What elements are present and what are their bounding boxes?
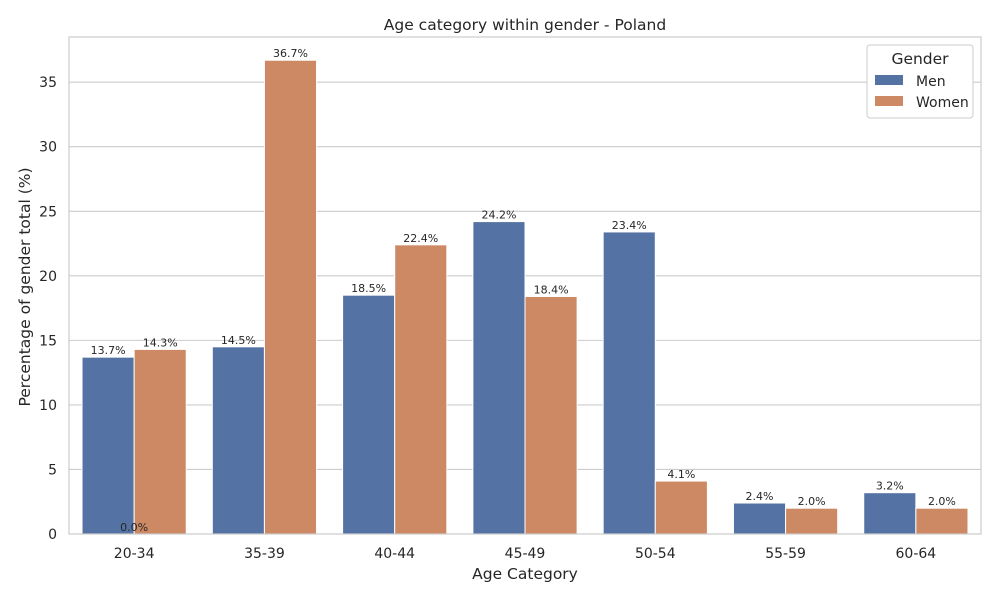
bar-label-men: 3.2% — [876, 480, 904, 493]
x-tick-label: 45-49 — [505, 546, 546, 562]
x-tick-label: 60-64 — [896, 546, 937, 562]
y-tick-label: 25 — [39, 204, 57, 220]
legend-swatch-men — [875, 75, 903, 85]
legend-title: Gender — [891, 50, 949, 68]
legend: Gender Men Women — [866, 44, 974, 119]
y-tick-label: 10 — [39, 398, 57, 414]
bar-label-women: 22.4% — [403, 232, 438, 245]
bar-label-extra: 0.0% — [120, 521, 148, 534]
x-tick-label: 20-34 — [114, 546, 155, 562]
y-tick-label: 15 — [39, 333, 57, 349]
bar-women — [263, 59, 318, 535]
bar-label-women: 2.0% — [928, 495, 956, 508]
bar-men — [342, 294, 396, 535]
bar-men — [81, 356, 135, 535]
legend-label-men: Men — [916, 74, 946, 90]
bar-men — [863, 492, 917, 535]
x-axis-title: Age Category — [472, 565, 578, 583]
y-tick-label: 20 — [39, 269, 57, 285]
bar-women — [524, 295, 578, 535]
bar-label-men: 14.5% — [221, 334, 256, 347]
chart-title: Age category within gender - Poland — [384, 16, 666, 34]
bar-label-women: 2.0% — [798, 495, 826, 508]
y-tick-label: 35 — [39, 75, 57, 91]
bar-label-women: 18.4% — [534, 283, 569, 296]
y-tick-label: 30 — [39, 140, 57, 156]
bar-label-men: 2.4% — [746, 490, 774, 503]
legend-label-women: Women — [916, 95, 969, 111]
bar-label-men: 13.7% — [91, 344, 126, 357]
x-tick-label: 35-39 — [244, 546, 285, 562]
bar-men — [472, 221, 526, 535]
y-tick-label: 0 — [48, 527, 57, 543]
x-tick-label: 50-54 — [635, 546, 676, 562]
bars — [81, 59, 969, 535]
bar-label-women: 4.1% — [667, 468, 695, 481]
plot-frame — [68, 36, 982, 535]
bar-women — [915, 507, 969, 535]
bar-women — [394, 244, 448, 535]
bar-men — [211, 346, 265, 535]
legend-swatch-women — [875, 96, 903, 106]
y-axis-title: Percentage of gender total (%) — [16, 167, 34, 406]
y-tick-label: 5 — [48, 462, 57, 478]
bar-women — [133, 348, 187, 535]
bar-label-women: 36.7% — [273, 47, 308, 60]
bar-men — [732, 502, 787, 535]
bar-labels: 13.7% 14.3% 14.5% 36.7% 18.5% 22.4% 24.2% 18.4%… — [91, 47, 956, 534]
bar-women — [654, 480, 708, 535]
y-tick-labels: 0 5 10 15 20 25 30 35 — [39, 75, 57, 543]
x-tick-label: 40-44 — [374, 546, 415, 562]
bar-women — [785, 507, 839, 535]
bar-label-men: 24.2% — [481, 209, 516, 222]
bar-label-men: 23.4% — [612, 219, 647, 232]
x-tick-label: 55-59 — [765, 546, 806, 562]
bar-label-men: 18.5% — [351, 282, 386, 295]
x-tick-labels: 20-34 35-39 40-44 45-49 50-54 55-59 60-64 — [114, 546, 936, 562]
bar-label-women: 14.3% — [143, 336, 178, 349]
bar-men — [602, 231, 656, 535]
